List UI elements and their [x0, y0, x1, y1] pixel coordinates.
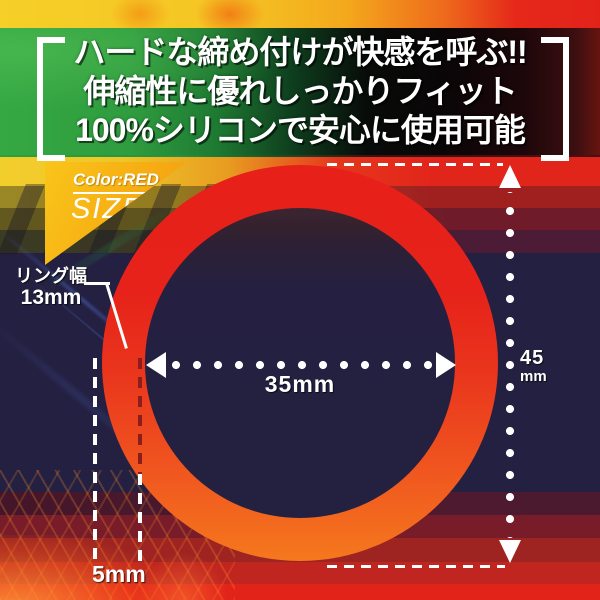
headline-banner: ハードな締め付けが快感を呼ぶ!! 伸縮性に優れしっかりフィット 100%シリコン…: [0, 28, 600, 155]
outer-diameter-value: 45: [520, 347, 545, 369]
inner-diameter-label: 35mm: [264, 371, 336, 397]
dash-line-bottom: [327, 565, 505, 568]
band-width-label: 5mm: [92, 561, 146, 587]
dotted-line-horizontal: [166, 360, 438, 370]
outer-diameter-unit: mm: [520, 368, 547, 385]
headline-line-2: 伸縮性に優れしっかりフィット: [83, 73, 517, 109]
arrowhead-down-icon: [499, 540, 521, 563]
outer-diameter-label: 45 mm: [520, 348, 547, 384]
ring-width-callout: リング幅 13mm: [10, 266, 92, 309]
arrowhead-left-icon: [146, 352, 166, 378]
callout-line-horizontal: [84, 282, 110, 285]
top-flame-band: [0, 0, 600, 38]
orange-glow: [138, 552, 228, 600]
arrowhead-right-icon: [436, 352, 456, 378]
arrowhead-up-icon: [499, 165, 521, 188]
color-label-underline: [73, 192, 170, 194]
dash-line-right-vertical-dark: [138, 358, 142, 474]
headline-line-3: 100%シリコンで安心に使用可能: [75, 112, 526, 148]
dash-line-right-vertical: [138, 474, 142, 562]
ring-width-value: 13mm: [20, 286, 82, 309]
headline-line-1: ハードな締め付けが快感を呼ぶ!!: [73, 34, 527, 70]
banner-bracket-right: [541, 37, 569, 161]
dash-line-top: [327, 163, 503, 166]
dash-line-left-vertical: [93, 358, 97, 560]
color-label: Color:RED: [73, 170, 159, 189]
dotted-line-vertical: [505, 192, 515, 538]
banner-bracket-left: [37, 37, 65, 161]
ring-width-label: リング幅: [15, 266, 87, 286]
